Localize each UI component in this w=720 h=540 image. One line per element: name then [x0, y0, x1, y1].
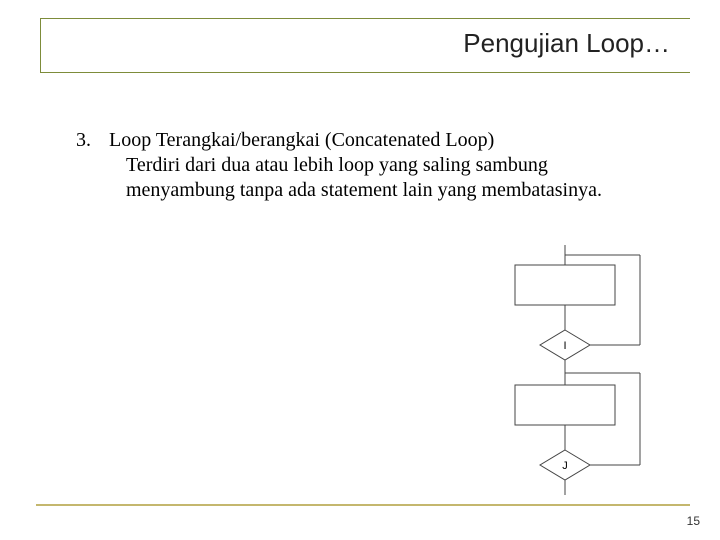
list-number: 3. [76, 128, 100, 153]
concatenated-loop-flowchart: IJ [505, 240, 675, 500]
page-title: Pengujian Loop… [463, 28, 670, 59]
footer-line [36, 504, 690, 506]
svg-text:I: I [563, 340, 566, 352]
body-text: 3. Loop Terangkai/berangkai (Concatenate… [76, 128, 660, 203]
list-heading: Loop Terangkai/berangkai (Concatenated L… [109, 129, 494, 151]
list-description: Terdiri dari dua atau lebih loop yang sa… [126, 153, 606, 203]
svg-text:J: J [562, 460, 568, 472]
page-number: 15 [687, 514, 700, 528]
